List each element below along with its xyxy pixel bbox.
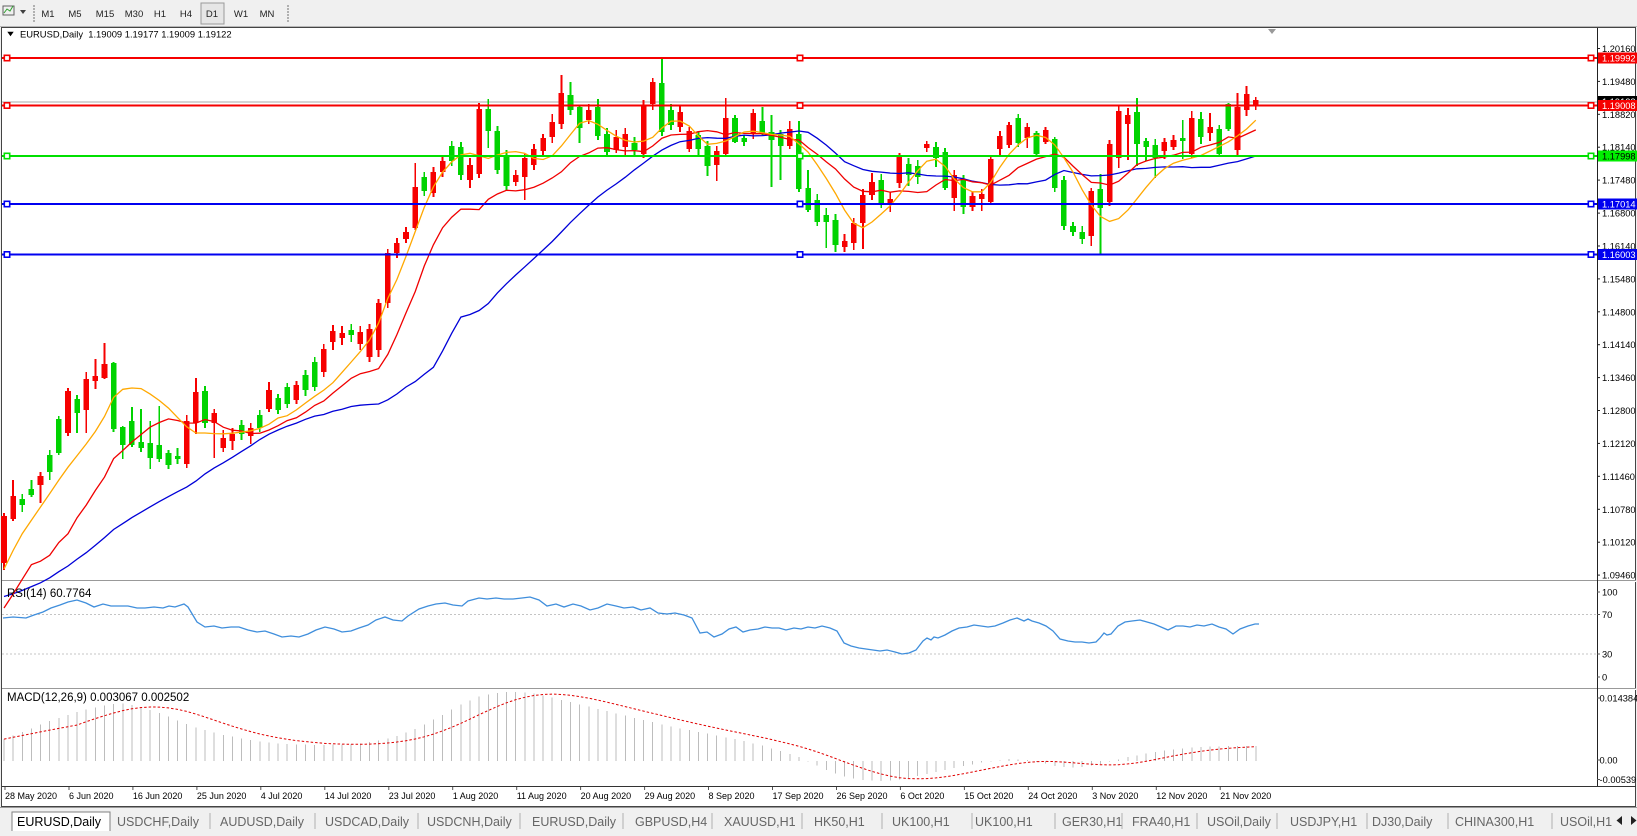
svg-text:1.14800: 1.14800	[1602, 307, 1636, 317]
svg-text:XAUUSD,H1: XAUUSD,H1	[724, 815, 796, 829]
svg-text:11 Aug 2020: 11 Aug 2020	[517, 791, 567, 801]
svg-text:DJ30,Daily: DJ30,Daily	[1372, 815, 1433, 829]
svg-text:EURUSD,Daily 1.19009 1.19177: EURUSD,Daily 1.19009 1.19177 1.19009 1.1…	[20, 29, 232, 40]
svg-text:28 May 2020: 28 May 2020	[5, 791, 57, 801]
svg-text:1.19992: 1.19992	[1602, 54, 1636, 64]
svg-text:MN: MN	[260, 9, 275, 20]
svg-text:1.19008: 1.19008	[1602, 101, 1636, 111]
svg-text:1.10120: 1.10120	[1602, 538, 1636, 548]
svg-text:W1: W1	[234, 9, 248, 20]
svg-text:1.18140: 1.18140	[1602, 143, 1636, 153]
svg-text:EURUSD,Daily: EURUSD,Daily	[532, 815, 617, 829]
svg-text:HK50,H1: HK50,H1	[814, 815, 865, 829]
svg-text:-0.00539: -0.00539	[1600, 775, 1637, 785]
svg-text:20 Aug 2020: 20 Aug 2020	[581, 791, 632, 801]
svg-text:USDCNH,Daily: USDCNH,Daily	[427, 815, 512, 829]
svg-text:16 Jun 2020: 16 Jun 2020	[133, 791, 183, 801]
svg-text:H4: H4	[180, 9, 192, 20]
svg-text:M15: M15	[96, 9, 114, 20]
svg-text:1.09460: 1.09460	[1602, 571, 1636, 581]
svg-text:12 Nov 2020: 12 Nov 2020	[1156, 791, 1207, 801]
svg-text:1.16800: 1.16800	[1602, 209, 1636, 219]
svg-text:1.16003: 1.16003	[1602, 250, 1636, 260]
svg-text:USDCAD,Daily: USDCAD,Daily	[325, 815, 410, 829]
svg-text:6 Jun 2020: 6 Jun 2020	[69, 791, 114, 801]
svg-text:USDJPY,H1: USDJPY,H1	[1290, 815, 1357, 829]
svg-text:1.14140: 1.14140	[1602, 340, 1636, 350]
svg-text:24 Oct 2020: 24 Oct 2020	[1028, 791, 1077, 801]
svg-text:1.17480: 1.17480	[1602, 176, 1636, 186]
svg-text:3 Nov 2020: 3 Nov 2020	[1092, 791, 1138, 801]
svg-text:4 Jul 2020: 4 Jul 2020	[261, 791, 303, 801]
svg-text:1.11460: 1.11460	[1602, 472, 1635, 482]
svg-text:USOil,H1: USOil,H1	[1560, 815, 1612, 829]
svg-text:15 Oct 2020: 15 Oct 2020	[964, 791, 1013, 801]
svg-text:AUDUSD,Daily: AUDUSD,Daily	[220, 815, 305, 829]
svg-text:0.00: 0.00	[1600, 756, 1618, 766]
svg-text:UK100,H1: UK100,H1	[975, 815, 1033, 829]
svg-text:8 Sep 2020: 8 Sep 2020	[709, 791, 755, 801]
svg-text:GER30,H1: GER30,H1	[1062, 815, 1122, 829]
svg-text:100: 100	[1602, 588, 1618, 598]
svg-text:1 Aug 2020: 1 Aug 2020	[453, 791, 499, 801]
svg-text:6 Oct 2020: 6 Oct 2020	[900, 791, 944, 801]
svg-text:1.10780: 1.10780	[1602, 505, 1636, 515]
svg-text:D1: D1	[206, 9, 218, 20]
svg-text:0.014384: 0.014384	[1600, 694, 1637, 704]
svg-text:1.12800: 1.12800	[1602, 406, 1636, 416]
svg-text:RSI(14) 60.7764: RSI(14) 60.7764	[7, 588, 92, 600]
svg-text:26 Sep 2020: 26 Sep 2020	[837, 791, 888, 801]
svg-text:23 Jul 2020: 23 Jul 2020	[389, 791, 436, 801]
svg-text:H1: H1	[154, 9, 166, 20]
svg-text:30: 30	[1602, 650, 1612, 660]
svg-text:1.17014: 1.17014	[1602, 200, 1636, 210]
svg-text:M30: M30	[125, 9, 143, 20]
svg-text:0: 0	[1602, 673, 1607, 683]
svg-text:21 Nov 2020: 21 Nov 2020	[1220, 791, 1271, 801]
svg-text:1.15480: 1.15480	[1602, 274, 1636, 284]
svg-text:1.17998: 1.17998	[1602, 152, 1636, 162]
svg-text:1.12120: 1.12120	[1602, 439, 1636, 449]
svg-text:UK100,H1: UK100,H1	[892, 815, 950, 829]
svg-text:1.16140: 1.16140	[1602, 242, 1636, 252]
svg-text:17 Sep 2020: 17 Sep 2020	[773, 791, 824, 801]
svg-text:USDCHF,Daily: USDCHF,Daily	[117, 815, 200, 829]
svg-text:GBPUSD,H4: GBPUSD,H4	[635, 815, 707, 829]
svg-text:MACD(12,26,9) 0.003067 0.00250: MACD(12,26,9) 0.003067 0.002502	[7, 692, 189, 704]
svg-text:M1: M1	[41, 9, 54, 20]
svg-text:FRA40,H1: FRA40,H1	[1132, 815, 1190, 829]
svg-text:1.20160: 1.20160	[1602, 44, 1636, 54]
svg-text:M5: M5	[68, 9, 81, 20]
svg-text:EURUSD,Daily: EURUSD,Daily	[17, 815, 102, 829]
svg-text:CHINA300,H1: CHINA300,H1	[1455, 815, 1534, 829]
svg-text:1.19480: 1.19480	[1602, 77, 1636, 87]
svg-text:1.13460: 1.13460	[1602, 373, 1636, 383]
svg-text:USOil,Daily: USOil,Daily	[1207, 815, 1272, 829]
svg-text:25 Jun 2020: 25 Jun 2020	[197, 791, 247, 801]
svg-text:29 Aug 2020: 29 Aug 2020	[645, 791, 696, 801]
svg-text:14 Jul 2020: 14 Jul 2020	[325, 791, 372, 801]
svg-text:70: 70	[1602, 610, 1612, 620]
svg-text:1.18820: 1.18820	[1602, 110, 1636, 120]
